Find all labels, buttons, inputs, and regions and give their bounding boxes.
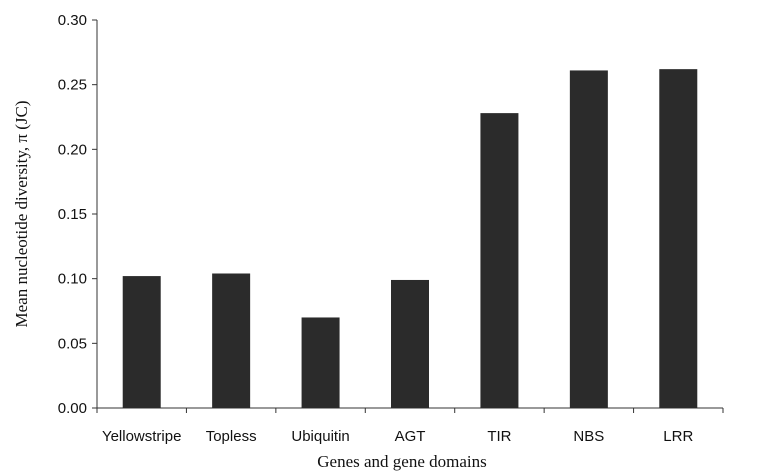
- bar-agt: [391, 279, 429, 408]
- x-tick-label: LRR: [663, 428, 693, 445]
- y-tick-label: 0.30: [58, 12, 87, 29]
- bar-topless: [212, 273, 251, 408]
- x-tick-label: AGT: [395, 428, 426, 445]
- y-tick-label: 0.15: [58, 206, 87, 223]
- y-tick-label: 0.20: [58, 141, 87, 158]
- x-tick-label: NBS: [573, 428, 604, 445]
- y-axis: 0.00 0.05 0.10 0.15 0.20 0.25 0.30: [58, 12, 98, 417]
- x-tick-label: TIR: [487, 428, 511, 445]
- bars: [122, 69, 698, 409]
- y-tick-label: 0.05: [58, 335, 87, 352]
- bar-nbs: [569, 70, 608, 408]
- x-tick-label: Yellowstripe: [102, 428, 182, 445]
- y-tick-label: 0.00: [58, 400, 87, 417]
- bar-tir: [480, 113, 519, 409]
- x-tick-label: Topless: [206, 428, 257, 445]
- x-axis: Yellowstripe Topless Ubiquitin AGT TIR NBS LRR: [96, 407, 724, 445]
- x-tick-label: Ubiquitin: [291, 428, 349, 445]
- bar-ubiquitin: [301, 317, 340, 408]
- y-tick-label: 0.25: [58, 77, 87, 94]
- bar-lrr: [659, 69, 698, 408]
- bar-yellowstripe: [122, 276, 161, 408]
- x-axis-title: Genes and gene domains: [317, 452, 486, 471]
- y-axis-title: Mean nucleotide diversity, π (JC): [12, 100, 31, 327]
- y-tick-label: 0.10: [58, 271, 87, 288]
